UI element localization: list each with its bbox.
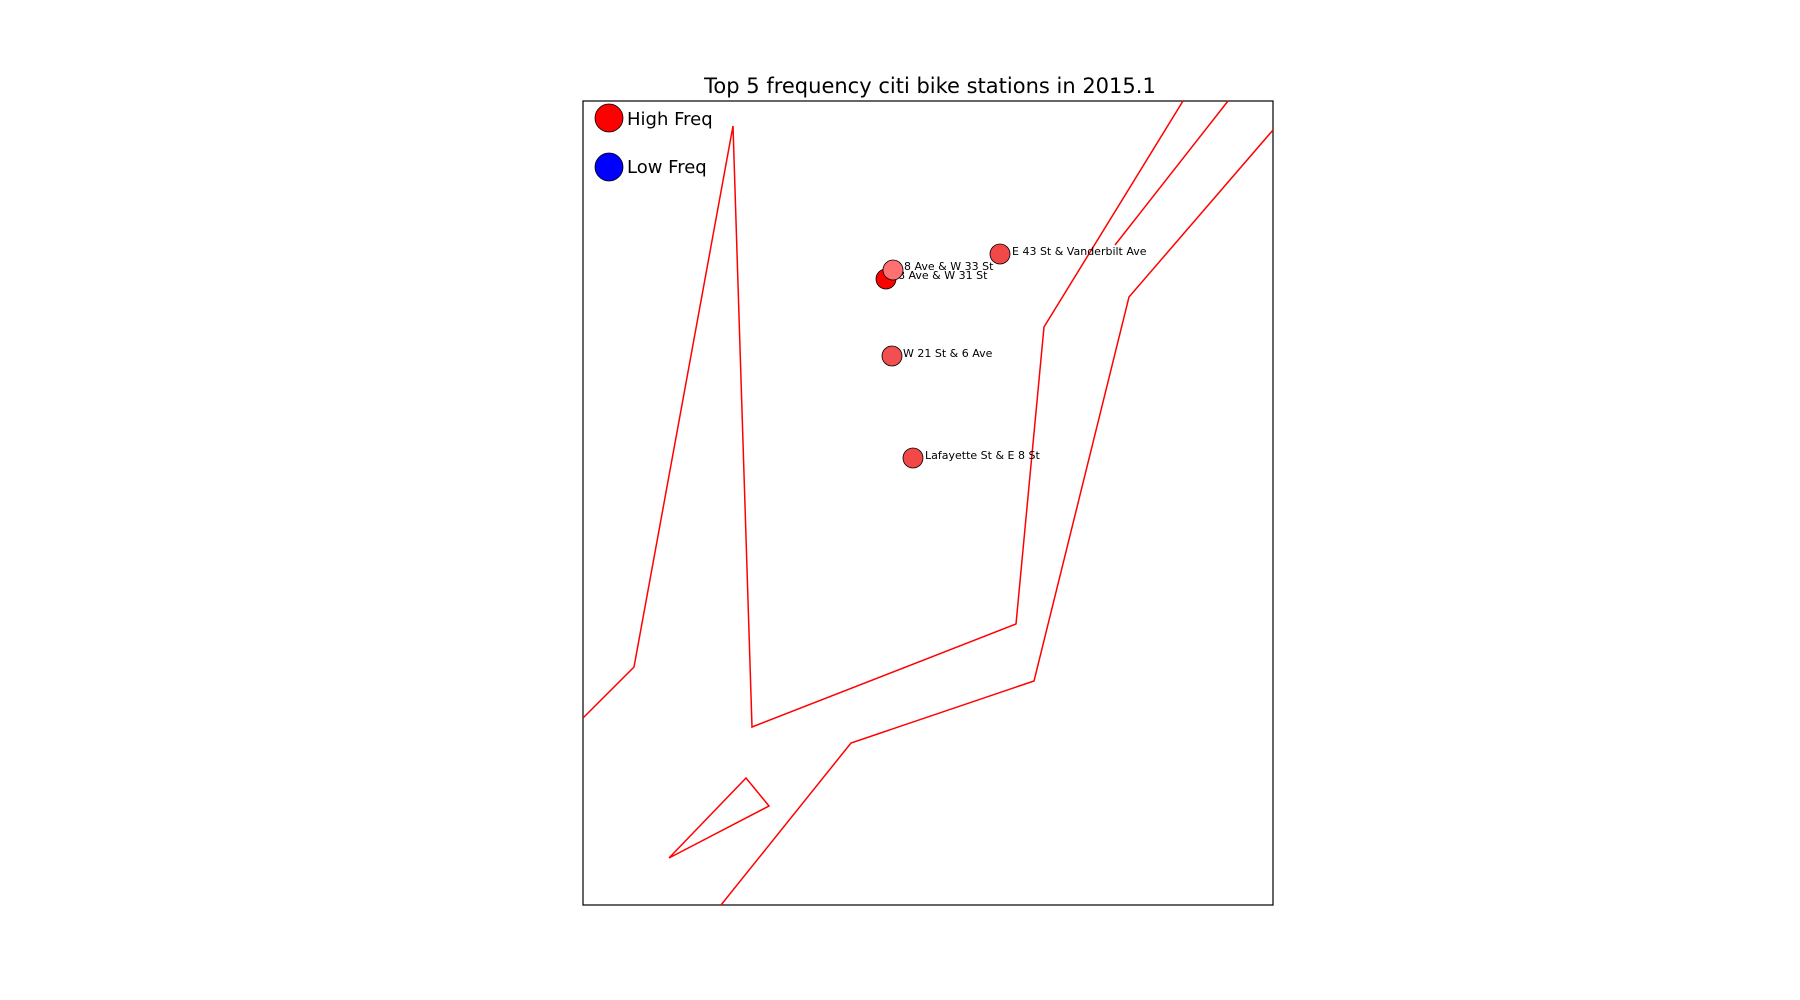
station-marker [989, 243, 1011, 265]
boundary-east-river [720, 129, 1274, 906]
station-group: Lafayette St & E 8 St [902, 447, 1040, 469]
map-boundaries [582, 100, 1274, 906]
station-marker [902, 447, 924, 469]
station-label: Lafayette St & E 8 St [925, 449, 1040, 462]
map-plot-area: 8 Ave & W 31 St8 Ave & W 33 St E 43 St & … [582, 100, 1274, 906]
legend-low-freq-label: Low Freq [627, 157, 707, 178]
map-title: Top 5 frequency citi bike stations in 20… [703, 74, 1156, 98]
boundary-island [668, 776, 771, 859]
station-group: E 43 St & Vanderbilt Ave [989, 243, 1147, 265]
boundary-west-shore [582, 100, 1184, 729]
station-label: E 43 St & Vanderbilt Ave [1012, 245, 1147, 258]
station-label: 8 Ave & W 31 St [898, 269, 988, 282]
station-label: W 21 St & 6 Ave [903, 347, 993, 360]
station-marker [881, 345, 903, 367]
legend-high-freq-label: High Freq [627, 109, 713, 130]
station-group: W 21 St & 6 Ave [881, 345, 993, 367]
legend: High Freq Low Freq [594, 103, 713, 182]
station-label: 8 Ave & W 33 St [904, 260, 994, 273]
station-group: 8 Ave & W 33 St [882, 259, 994, 281]
station-marker [882, 259, 904, 281]
station-markers: 8 Ave & W 31 St8 Ave & W 33 St E 43 St & … [875, 243, 1147, 469]
boundary-east-shore [1114, 100, 1229, 246]
legend-low-freq-marker [594, 152, 624, 182]
map-frame [582, 100, 1274, 906]
station-group: 8 Ave & W 31 St [875, 268, 988, 290]
legend-high-freq-marker [594, 103, 624, 133]
